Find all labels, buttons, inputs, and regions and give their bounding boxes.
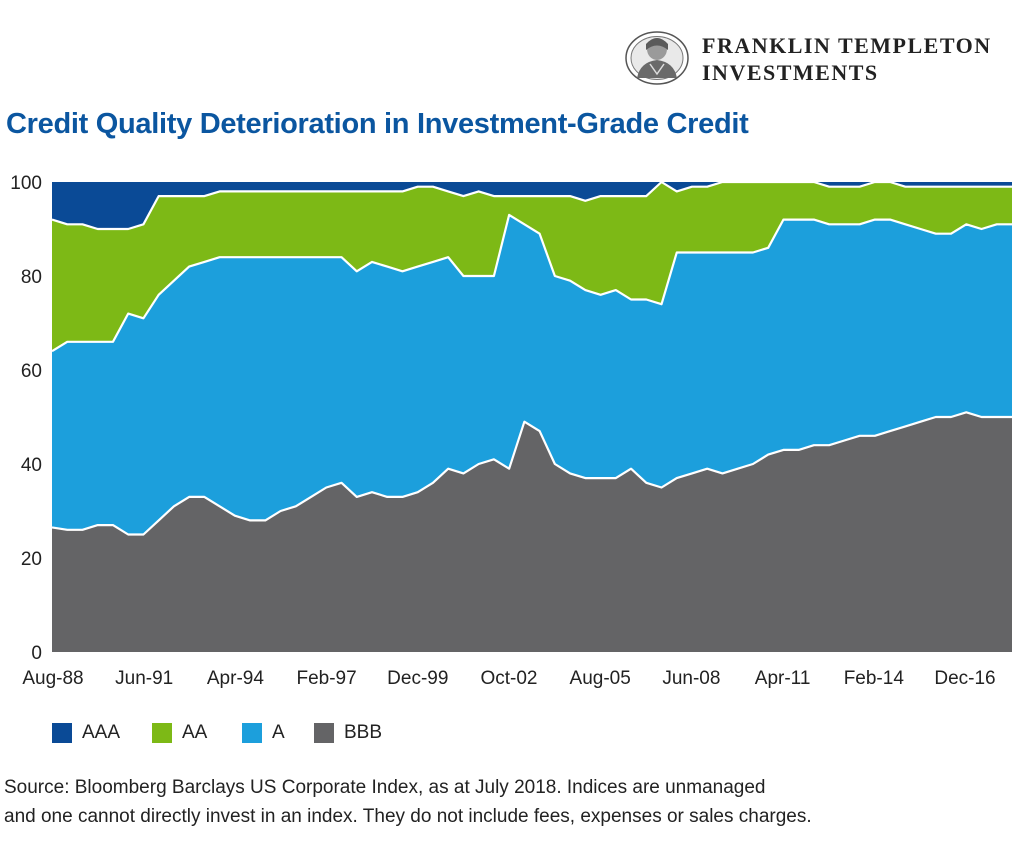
x-tick-label: Feb-14 <box>844 668 905 689</box>
area-aa <box>52 182 1012 352</box>
x-tick-label: Feb-97 <box>296 668 356 689</box>
legend-swatch <box>152 723 172 743</box>
outline-layer <box>51 180 1012 536</box>
x-tick-label: Jun-91 <box>115 668 173 689</box>
source-line-1: Source: Bloomberg Barclays US Corporate … <box>4 777 766 798</box>
x-tick-label: Aug-05 <box>570 668 631 689</box>
legend-label: A <box>272 722 285 743</box>
y-tick-label: 100 <box>10 173 42 194</box>
x-tick-label: Dec-16 <box>934 668 995 689</box>
boundary-a <box>51 213 1012 353</box>
x-tick-label: Dec-99 <box>387 668 448 689</box>
area-bbb <box>52 412 1012 652</box>
source-note: Source: Bloomberg Barclays US Corporate … <box>4 773 1014 831</box>
legend-swatch <box>52 723 72 743</box>
x-tick-label: Oct-02 <box>480 668 537 689</box>
logo: FRANKLIN TEMPLETON INVESTMENTS <box>624 30 1014 88</box>
stacked-area-chart: 0 20 40 60 80 100 Aug-88 Jun-91 Apr-94 Feb-97 Dec… <box>10 173 1012 689</box>
legend-swatch <box>242 723 262 743</box>
legend-swatch <box>314 723 334 743</box>
area-a <box>52 214 1012 535</box>
legend-label: BBB <box>344 722 383 743</box>
x-tick-label: Apr-94 <box>207 668 264 689</box>
x-tick-label: Jun-08 <box>662 668 720 689</box>
legend-label: AA <box>182 722 208 743</box>
franklin-seal-icon <box>625 31 689 85</box>
y-tick-label: 40 <box>21 455 42 476</box>
y-tick-label: 60 <box>21 361 42 382</box>
x-tick-label: Aug-88 <box>22 668 83 689</box>
x-axis: Aug-88 Jun-91 Apr-94 Feb-97 Dec-99 Oct-02 Aug-… <box>22 668 995 689</box>
boundary-aa <box>51 180 1012 231</box>
y-tick-label: 0 <box>31 643 42 664</box>
logo-text-line1: FRANKLIN TEMPLETON <box>702 33 992 58</box>
y-axis: 0 20 40 60 80 100 <box>10 173 42 664</box>
legend-label: AAA <box>82 722 121 743</box>
y-tick-label: 80 <box>21 267 42 288</box>
logo-text-line2: INVESTMENTS <box>702 60 879 85</box>
x-tick-label: Apr-11 <box>755 668 811 689</box>
y-tick-label: 20 <box>21 549 42 570</box>
area-layer <box>52 182 1012 652</box>
boundary-bbb <box>51 411 1012 536</box>
chart-title: Credit Quality Deterioration in Investme… <box>6 108 749 140</box>
source-line-2: and one cannot directly invest in an ind… <box>4 806 812 827</box>
